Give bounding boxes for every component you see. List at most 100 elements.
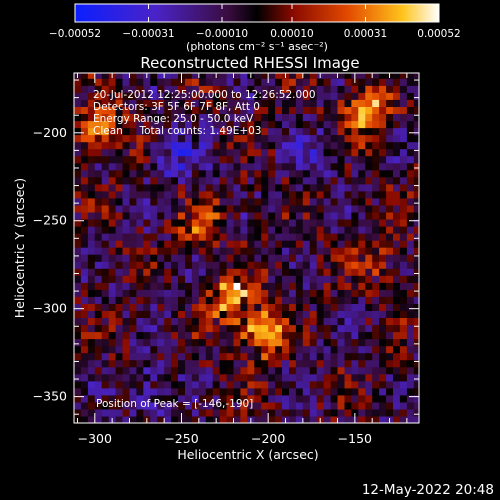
heatmap-cell [205, 317, 214, 326]
heatmap-cell [406, 197, 415, 206]
heatmap-cell [316, 226, 325, 234]
heatmap-cell [316, 113, 325, 122]
heatmap-cell [178, 183, 186, 192]
heatmap-cell [372, 99, 380, 107]
heatmap-cell [178, 317, 186, 326]
heatmap-cell [157, 127, 165, 136]
heatmap-cell [94, 394, 103, 403]
heatmap-cell [233, 261, 241, 269]
heatmap-cell [185, 359, 193, 368]
heatmap-cell [268, 380, 276, 389]
heatmap-cell [282, 254, 290, 262]
heatmap-cell [108, 310, 117, 318]
heatmap-cell [108, 366, 117, 375]
heatmap-cell [365, 85, 373, 93]
heatmap-cell [101, 134, 110, 143]
heatmap-cell [80, 148, 89, 157]
heatmap-cell [330, 394, 339, 403]
heatmap-cell [178, 197, 186, 206]
heatmap-cell [136, 99, 144, 107]
heatmap-cell [247, 303, 255, 311]
heatmap-cell [275, 85, 283, 93]
heatmap-cell [372, 169, 380, 178]
heatmap-cell [122, 268, 130, 276]
heatmap-cell [129, 141, 137, 150]
heatmap-cell [247, 120, 255, 129]
heatmap-cell [275, 148, 283, 157]
annotation-block: 20-Jul-2012 12:25:00.000 to 12:26:52.000… [93, 89, 316, 410]
heatmap-cell [233, 366, 241, 375]
heatmap-cell [233, 99, 241, 107]
heatmap-cell [108, 408, 117, 417]
heatmap-cell [122, 134, 130, 143]
heatmap-cell [108, 387, 117, 396]
heatmap-cell [379, 99, 387, 107]
heatmap-cell [108, 352, 117, 361]
heatmap-cell [344, 380, 352, 389]
heatmap-cell [302, 324, 311, 333]
heatmap-cell [198, 310, 207, 318]
heatmap-cell [108, 394, 117, 403]
heatmap-cell [330, 78, 339, 86]
heatmap-cell [316, 204, 325, 213]
heatmap-cell [101, 226, 110, 234]
heatmap-cell [330, 373, 339, 382]
heatmap-cell [365, 219, 373, 227]
heatmap-cell [344, 401, 352, 410]
heatmap-cell [358, 127, 366, 136]
heatmap-cell [129, 345, 137, 354]
heatmap-cell [143, 85, 151, 93]
heatmap-cell [344, 338, 352, 347]
heatmap-cell [240, 380, 248, 389]
heatmap-cell [136, 282, 144, 290]
heatmap-cell [275, 408, 283, 417]
heatmap-cell [171, 366, 179, 375]
heatmap-cell [247, 254, 255, 262]
heatmap-cell [164, 183, 172, 192]
heatmap-cell [247, 176, 255, 185]
heatmap-cell [330, 92, 339, 100]
heatmap-cell [219, 303, 228, 311]
heatmap-cell [233, 387, 241, 396]
heatmap-cell [302, 148, 311, 157]
heatmap-cell [295, 282, 304, 290]
heatmap-cell [295, 120, 304, 129]
heatmap-cell [282, 338, 290, 347]
heatmap-cell [219, 317, 228, 326]
heatmap-cell [219, 359, 228, 368]
heatmap-cell [122, 219, 130, 227]
heatmap-cell [302, 282, 311, 290]
heatmap-cell [261, 289, 269, 297]
heatmap-cell [268, 310, 276, 318]
heatmap-cell [178, 289, 186, 297]
heatmap-cell [247, 324, 255, 333]
heatmap-cell [386, 183, 394, 192]
heatmap-cell [143, 324, 151, 333]
heatmap-cell [399, 247, 408, 255]
heatmap-cell [80, 141, 89, 150]
heatmap-cell [150, 338, 158, 347]
heatmap-cell [295, 190, 304, 199]
heatmap-cell [157, 155, 165, 164]
heatmap-cell [164, 92, 172, 100]
heatmap-cell [254, 148, 262, 157]
heatmap-cell [87, 352, 96, 361]
heatmap-cell [337, 261, 345, 269]
heatmap-cell [295, 366, 304, 375]
heatmap-cell [316, 197, 325, 206]
heatmap-cell [393, 73, 401, 79]
heatmap-cell [344, 197, 352, 206]
heatmap-cell [191, 204, 200, 213]
heatmap-cell [386, 190, 394, 199]
heatmap-cell [282, 99, 290, 107]
heatmap-cell [74, 226, 82, 234]
heatmap-cell [80, 226, 89, 234]
heatmap-cell [226, 99, 235, 107]
heatmap-cell [295, 331, 304, 340]
heatmap-cell [247, 155, 255, 164]
heatmap-cell [393, 282, 401, 290]
heatmap-cell [240, 247, 248, 255]
heatmap-cell [240, 324, 248, 333]
heatmap-cell [150, 387, 158, 396]
heatmap-cell [122, 99, 130, 107]
